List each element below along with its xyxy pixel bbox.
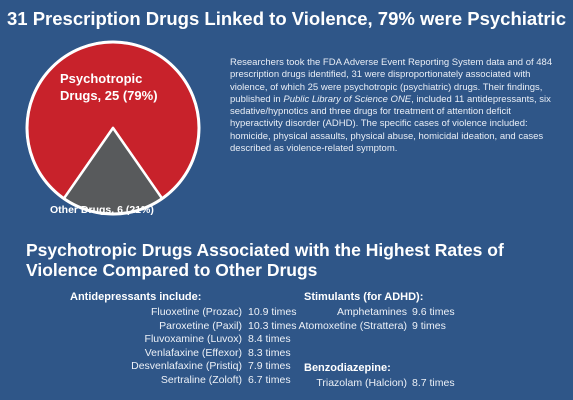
drug-row: Triazolam (Halcion) 8.7 times — [290, 377, 454, 391]
drug-name: Fluoxetine (Prozac) — [150, 306, 242, 318]
journal-name: Public Library of Science ONE — [283, 93, 412, 105]
drug-name: Amphetamines — [336, 306, 407, 318]
pie-label-line: Drugs, 25 (79%) — [60, 88, 158, 103]
page-title: 31 Prescription Drugs Linked to Violence… — [7, 8, 566, 29]
drug-name: Desvenlafaxine (Pristiq) — [131, 360, 242, 373]
drug-name: Venlafaxine (Effexor) — [144, 346, 242, 359]
drug-rate: 6.7 times — [248, 373, 291, 386]
drug-rate: 10.9 times — [248, 306, 297, 318]
drug-rate: 9 times — [412, 319, 446, 332]
pie-slice-psychotropic — [25, 40, 201, 200]
pie-label-other: Other Drugs, 6 (21%) — [50, 204, 154, 216]
pie-outline — [25, 40, 201, 216]
drug-row: Atomoxetine (Strattera) 9 times — [290, 319, 445, 334]
intro-paragraph: Researchers took the FDA Adverse Event R… — [230, 57, 566, 155]
drug-name: Fluvoxamine (Luvox) — [144, 333, 242, 346]
antidepressants-title: Antidepressants include: — [70, 291, 202, 303]
drug-rate: 8.4 times — [248, 333, 291, 346]
drug-rate: 9.6 times — [412, 306, 455, 318]
drug-row: Sertraline (Zoloft) 6.7 times — [0, 373, 291, 388]
drug-name: Triazolam (Halcion) — [316, 377, 407, 389]
drug-row: Paroxetine (Paxil) 10.3 times — [0, 319, 296, 334]
drug-name: Paroxetine (Paxil) — [159, 319, 242, 332]
drug-row: Desvenlafaxine (Pristiq) 7.9 times — [0, 360, 291, 374]
antidepressants-list: Fluoxetine (Prozac) 10.9 times Paroxetine… — [0, 306, 297, 388]
stimulants-title: Stimulants (for ADHD): — [304, 291, 424, 303]
pie-slice-other — [62, 126, 164, 216]
pie-label-line: Psychotropic — [60, 71, 143, 86]
benzodiazepine-list: Triazolam (Halcion) 8.7 times — [290, 377, 454, 391]
drug-rate: 8.7 times — [412, 377, 455, 389]
drug-rate: 10.3 times — [248, 319, 297, 332]
drug-row: Venlafaxine (Effexor) 8.3 times — [0, 346, 291, 361]
drug-name: Sertraline (Zoloft) — [160, 373, 242, 386]
drug-rate: 7.9 times — [248, 360, 291, 373]
drug-rate: 8.3 times — [248, 346, 291, 359]
intro-text: , included 11 antidepressants, six sedat… — [230, 93, 551, 155]
section-heading: Psychotropic Drugs Associated with the H… — [26, 240, 504, 280]
drug-row: Amphetamines 9.6 times — [290, 306, 455, 320]
pie-label-psychotropic: Psychotropic Drugs, 25 (79%) — [60, 70, 158, 104]
benzodiazepine-title: Benzodiazepine: — [304, 362, 391, 374]
drug-name: Atomoxetine (Strattera) — [298, 319, 407, 332]
stimulants-list: Amphetamines 9.6 times Atomoxetine (Strat… — [290, 306, 455, 334]
intro-text: Researchers took the FDA Adverse Event R… — [230, 57, 553, 105]
drug-row: Fluvoxamine (Luvox) 8.4 times — [0, 333, 291, 347]
drug-row: Fluoxetine (Prozac) 10.9 times — [0, 306, 297, 320]
